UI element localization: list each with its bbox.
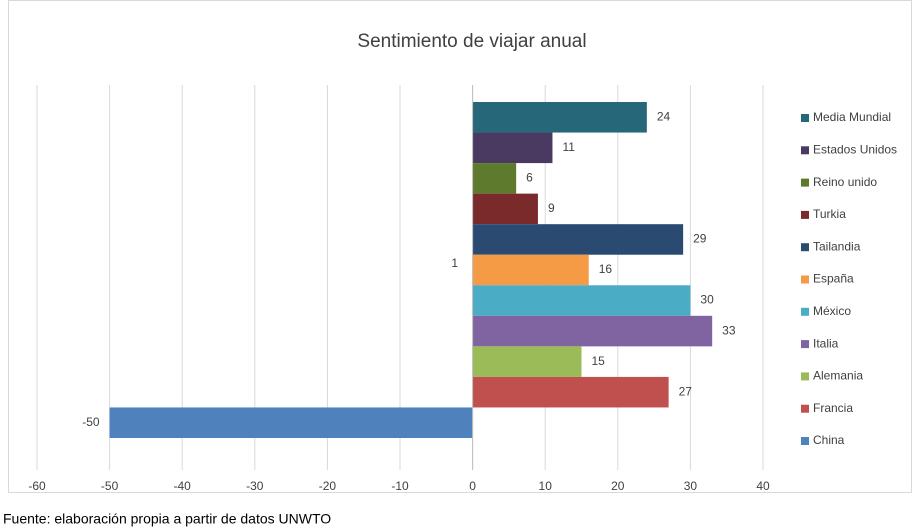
bar <box>472 285 691 316</box>
bar <box>472 346 582 377</box>
data-label: 9 <box>548 201 555 215</box>
x-tick-label: -30 <box>246 479 264 493</box>
bar <box>472 254 589 286</box>
bar <box>472 163 517 194</box>
legend-label: México <box>813 304 851 318</box>
legend-label: Italia <box>813 336 839 350</box>
x-tick-label: 30 <box>684 479 698 493</box>
data-label: 16 <box>599 262 613 276</box>
x-tick-label: -50 <box>101 479 119 493</box>
annotation: 1 <box>451 256 458 270</box>
x-tick-label: 0 <box>469 479 476 493</box>
data-label: 29 <box>693 232 707 246</box>
legend-swatch <box>801 243 809 252</box>
x-tick-label: -40 <box>174 479 192 493</box>
bar <box>472 102 647 133</box>
legend-swatch <box>801 437 809 445</box>
legend-swatch <box>801 307 809 316</box>
legend-swatch <box>801 210 809 219</box>
x-tick-label: -10 <box>391 479 409 493</box>
bar <box>472 224 684 255</box>
legend-label: Tailandia <box>813 239 861 253</box>
bar <box>472 193 538 225</box>
legend-swatch <box>801 178 809 187</box>
legend-swatch <box>801 146 809 155</box>
legend-label: China <box>813 433 845 447</box>
data-label: 33 <box>722 323 736 337</box>
bar <box>472 376 669 408</box>
legend-label: Francia <box>813 401 853 415</box>
data-label: 15 <box>592 354 606 368</box>
data-label: 27 <box>679 384 693 398</box>
data-label: 30 <box>700 293 714 307</box>
data-label: 6 <box>526 171 533 185</box>
x-tick-label: 10 <box>539 479 553 493</box>
legend-label: Reino unido <box>813 175 877 189</box>
data-label: 24 <box>657 109 671 123</box>
legend-swatch <box>801 275 809 284</box>
legend-label: España <box>813 272 854 286</box>
legend-label: Media Mundial <box>813 110 891 124</box>
x-tick-label: -60 <box>28 479 46 493</box>
legend-label: Estados Unidos <box>813 142 897 156</box>
chart-title: Sentimiento de viajar anual <box>357 31 586 52</box>
legend-swatch <box>801 114 809 122</box>
legend-swatch <box>801 404 809 413</box>
footer: Fuente: elaboración propia a partir de d… <box>3 511 331 527</box>
x-tick-label: 20 <box>611 479 625 493</box>
x-tick-label: 40 <box>756 479 770 493</box>
legend-swatch <box>801 340 809 349</box>
bar <box>472 315 713 347</box>
legend-swatch <box>801 372 809 381</box>
data-label: 11 <box>562 140 575 154</box>
x-tick-label: -20 <box>319 479 337 493</box>
bar <box>109 407 473 438</box>
legend-label: Alemania <box>813 369 863 383</box>
data-label: -50 <box>82 415 100 429</box>
legend-label: Turkia <box>813 207 846 221</box>
bar <box>472 132 553 164</box>
